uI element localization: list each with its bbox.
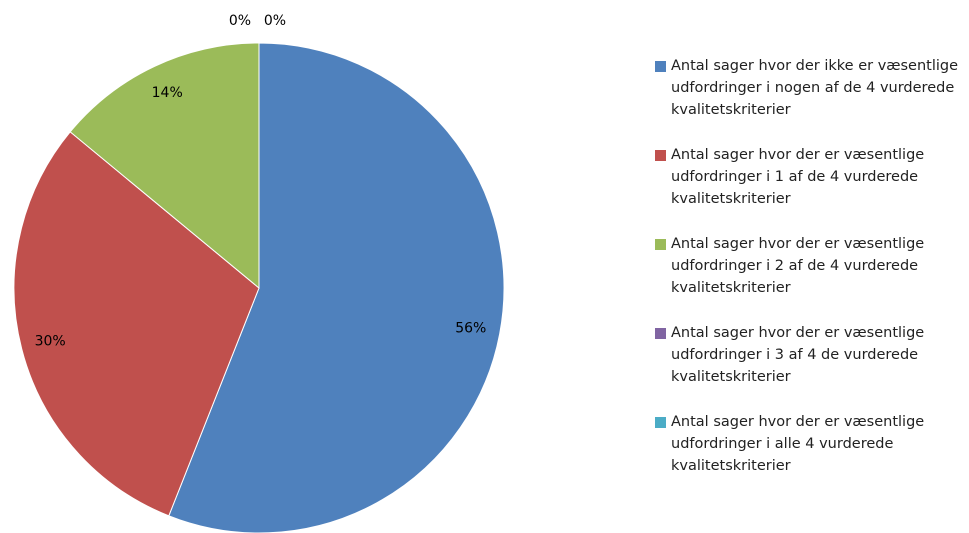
legend-swatch <box>655 328 666 339</box>
pie-slice <box>69 42 260 290</box>
legend-label: Antal sager hvor der ikke er væsentlige … <box>671 58 959 118</box>
legend-swatch <box>655 61 666 72</box>
legend-label: Antal sager hvor der er væsentlige udfor… <box>671 414 925 474</box>
pie-slice <box>168 42 505 533</box>
pie-slice <box>13 131 260 517</box>
legend-item: Antal sager hvor der ikke er væsentlige … <box>655 55 965 121</box>
data-label: 0% <box>264 13 286 29</box>
legend-swatch <box>655 150 666 161</box>
data-label: 30% <box>35 334 66 350</box>
legend: Antal sager hvor der ikke er væsentlige … <box>655 55 965 500</box>
legend-item: Antal sager hvor der er væsentlige udfor… <box>655 322 965 388</box>
legend-swatch <box>655 417 666 428</box>
data-label: 0% <box>229 13 251 29</box>
legend-label: Antal sager hvor der er væsentlige udfor… <box>671 325 925 385</box>
legend-item: Antal sager hvor der er væsentlige udfor… <box>655 233 965 299</box>
data-label: 14% <box>152 85 183 101</box>
legend-swatch <box>655 239 666 250</box>
legend-label: Antal sager hvor der er væsentlige udfor… <box>671 147 925 207</box>
legend-item: Antal sager hvor der er væsentlige udfor… <box>655 411 965 477</box>
legend-item: Antal sager hvor der er væsentlige udfor… <box>655 144 965 210</box>
legend-label: Antal sager hvor der er væsentlige udfor… <box>671 236 925 296</box>
data-label: 56% <box>455 320 486 336</box>
